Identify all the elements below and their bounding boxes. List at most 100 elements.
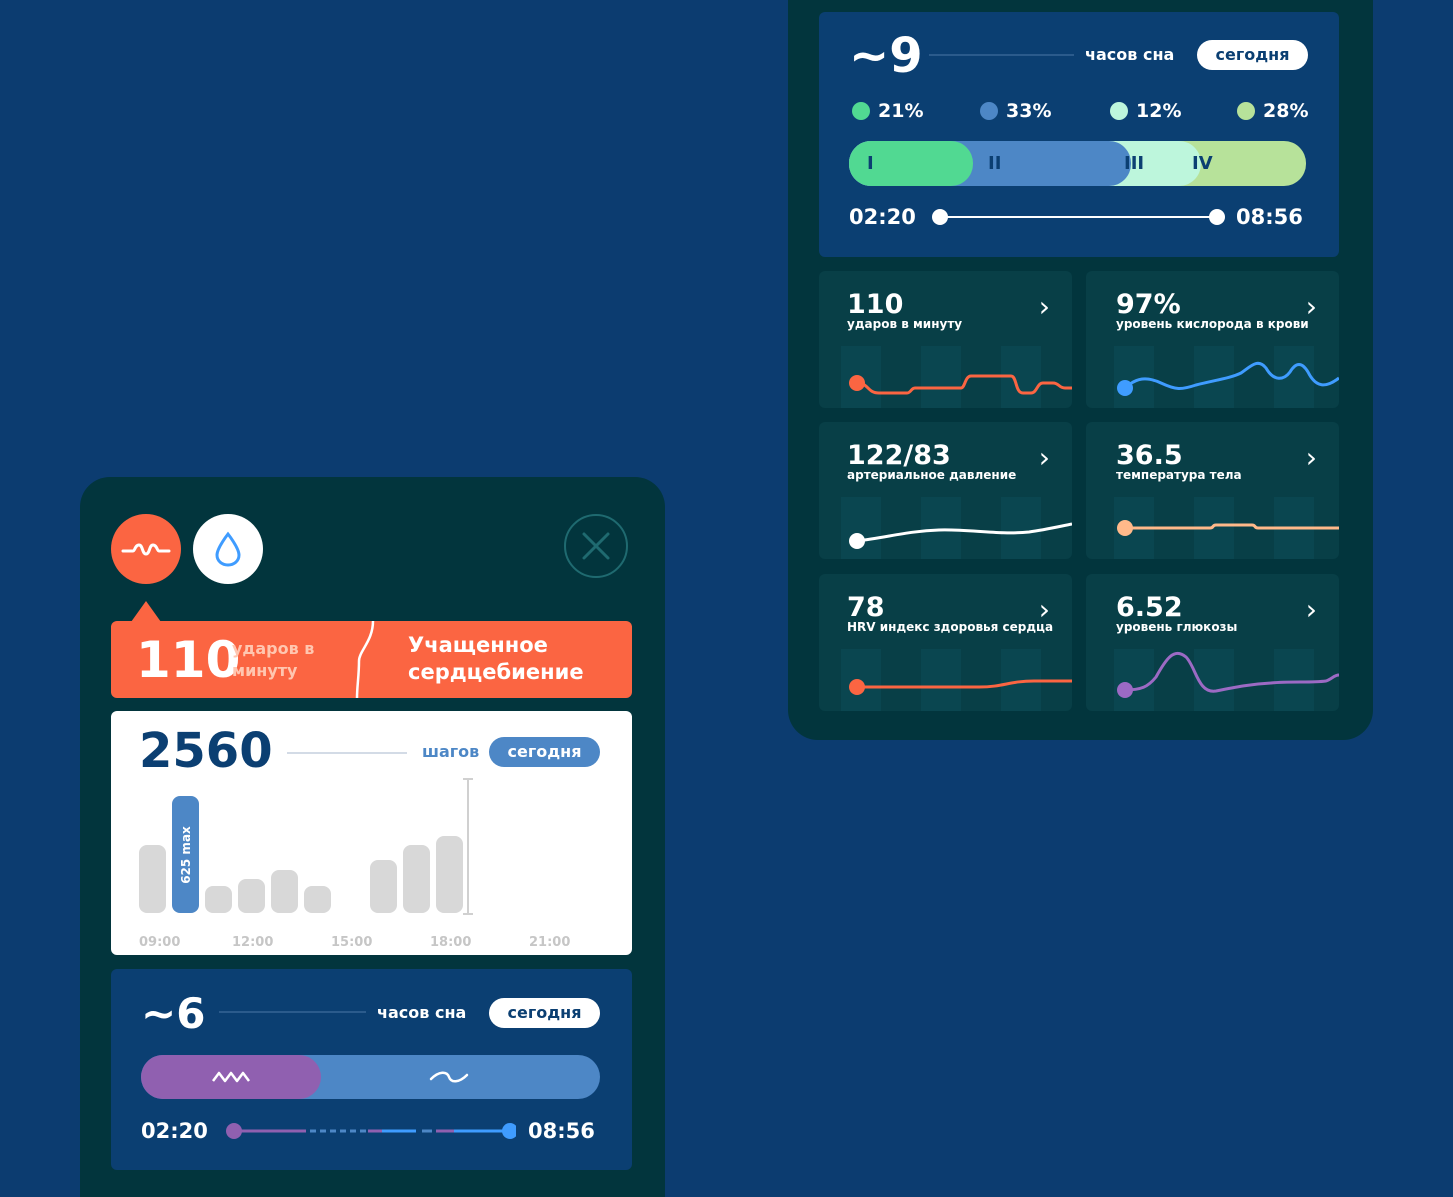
metric-card-oxygen[interactable]: 97% уровень кислорода в крови › xyxy=(1086,271,1339,408)
phase-percent: 21% xyxy=(878,100,924,122)
alert-unit-line1: ударов в xyxy=(232,639,315,658)
light-sleep-icon xyxy=(429,1071,469,1083)
divider-line xyxy=(929,54,1074,56)
metric-card-blood-pressure[interactable]: 122/83 артериальное давление › xyxy=(819,422,1072,559)
metric-sparkline xyxy=(1117,520,1339,536)
alert-message-line1: Учащенное xyxy=(408,633,548,657)
metric-label: ударов в минуту xyxy=(847,317,963,331)
heartbeat-tab[interactable] xyxy=(111,514,181,584)
metric-label: температура тела xyxy=(1116,468,1242,482)
chevron-right-icon[interactable]: › xyxy=(1038,441,1050,474)
step-bar[interactable] xyxy=(139,845,166,913)
x-tick: 21:00 xyxy=(529,935,571,950)
period-pill[interactable]: сегодня xyxy=(1197,40,1308,70)
phase-label: II xyxy=(988,153,1002,174)
chevron-right-icon[interactable]: › xyxy=(1305,593,1317,626)
metric-card-hrv[interactable]: 78 HRV индекс здоровья сердца › xyxy=(819,574,1072,711)
phase-percent: 28% xyxy=(1263,100,1309,122)
sleep-card-short[interactable]: ~6 часов сна сегодня 02:20 08:56 xyxy=(111,969,632,1170)
phase-legend-2: 33% xyxy=(980,100,1051,122)
step-bar[interactable] xyxy=(304,886,331,913)
phase-legend-1: 21% xyxy=(852,100,923,122)
sleep-end-time: 08:56 xyxy=(1236,205,1303,229)
sleep-phase-bar xyxy=(141,1055,600,1099)
phase-dot xyxy=(852,102,870,120)
metric-value: 36.5 xyxy=(1116,440,1183,471)
alert-message-line2: сердцебиение xyxy=(408,660,584,684)
metric-value: 110 xyxy=(847,289,904,320)
divider-line xyxy=(287,752,407,754)
phase-dot xyxy=(1237,102,1255,120)
sleep-end-time: 08:56 xyxy=(528,1119,595,1143)
deep-sleep-icon xyxy=(212,1071,250,1083)
max-label: 625 max xyxy=(178,825,193,884)
metric-sparkline xyxy=(1117,361,1339,396)
phase-legend-4: 28% xyxy=(1237,100,1308,122)
steps-count: 2560 xyxy=(139,723,273,779)
sleep-hours: ~6 xyxy=(141,989,206,1038)
metric-label: артериальное давление xyxy=(847,468,1017,482)
heart-rate-alert[interactable]: 110 ударов в минуту Учащенное сердцебиен… xyxy=(111,621,632,698)
metric-card-temperature[interactable]: 36.5 температура тела › xyxy=(1086,422,1339,559)
now-marker xyxy=(467,779,469,915)
steps-card[interactable]: 2560 шагов сегодня 625 max 09:00 12:00 1… xyxy=(111,711,632,955)
x-tick: 15:00 xyxy=(331,935,373,950)
alert-divider xyxy=(355,621,375,698)
step-bar[interactable] xyxy=(205,886,232,913)
x-tick: 18:00 xyxy=(430,935,472,950)
period-pill[interactable]: сегодня xyxy=(489,737,600,767)
sleep-start-time: 02:20 xyxy=(849,205,916,229)
sleep-hours-label: часов сна xyxy=(377,1003,467,1022)
chevron-right-icon[interactable]: › xyxy=(1305,441,1317,474)
phase-legend-3: 12% xyxy=(1110,100,1181,122)
close-button[interactable] xyxy=(564,514,628,578)
phase-label: III xyxy=(1124,153,1145,174)
metric-value: 122/83 xyxy=(847,440,951,471)
step-bar[interactable] xyxy=(436,836,463,913)
sleep-card[interactable]: ~9 часов сна сегодня 21% 33% 12% 28% I I… xyxy=(819,12,1339,257)
metric-sparkline xyxy=(849,374,1072,395)
step-bar[interactable] xyxy=(238,879,265,913)
phase-dot xyxy=(980,102,998,120)
phase-label: IV xyxy=(1192,153,1213,174)
step-bar-max[interactable]: 625 max xyxy=(172,796,199,913)
metric-value: 6.52 xyxy=(1116,592,1183,623)
chevron-right-icon[interactable]: › xyxy=(1305,290,1317,323)
sleep-timeline xyxy=(939,216,1217,218)
drop-icon xyxy=(215,531,241,567)
period-pill[interactable]: сегодня xyxy=(489,998,600,1028)
alert-unit-line2: минуту xyxy=(232,661,298,680)
sleep-hours: ~9 xyxy=(849,28,923,84)
step-bar[interactable] xyxy=(370,860,397,913)
steps-label: шагов xyxy=(422,742,480,761)
chevron-right-icon[interactable]: › xyxy=(1038,593,1050,626)
alert-value: 110 xyxy=(136,631,241,689)
sleep-hours-label: часов сна xyxy=(1085,45,1175,64)
metric-card-glucose[interactable]: 6.52 уровень глюкозы › xyxy=(1086,574,1339,711)
alert-pointer xyxy=(131,601,161,622)
timeline-end-handle[interactable] xyxy=(1209,209,1225,225)
metric-sparkline xyxy=(849,522,1072,549)
metric-sparkline xyxy=(1117,651,1339,698)
phase-dot xyxy=(1110,102,1128,120)
sleep-start-time: 02:20 xyxy=(141,1119,208,1143)
phase-label: I xyxy=(867,153,874,174)
timeline-start-handle[interactable] xyxy=(932,209,948,225)
steps-bar-chart: 625 max xyxy=(111,711,632,955)
chevron-right-icon[interactable]: › xyxy=(1038,290,1050,323)
metric-card-heart-rate[interactable]: 110 ударов в минуту › xyxy=(819,271,1072,408)
metric-sparkline xyxy=(849,679,1072,695)
metric-label: HRV индекс здоровья сердца xyxy=(847,620,1054,634)
sleep-phase-bar: I II III IV xyxy=(849,141,1306,186)
x-tick: 12:00 xyxy=(232,935,274,950)
step-bar[interactable] xyxy=(271,870,298,913)
phase-percent: 12% xyxy=(1136,100,1182,122)
metric-value: 97% xyxy=(1116,289,1181,320)
metric-label: уровень глюкозы xyxy=(1116,620,1238,634)
divider-line xyxy=(219,1011,366,1013)
metric-value: 78 xyxy=(847,592,885,623)
phase-percent: 33% xyxy=(1006,100,1052,122)
step-bar[interactable] xyxy=(403,845,430,913)
hydration-tab[interactable] xyxy=(193,514,263,584)
close-icon xyxy=(582,532,610,560)
